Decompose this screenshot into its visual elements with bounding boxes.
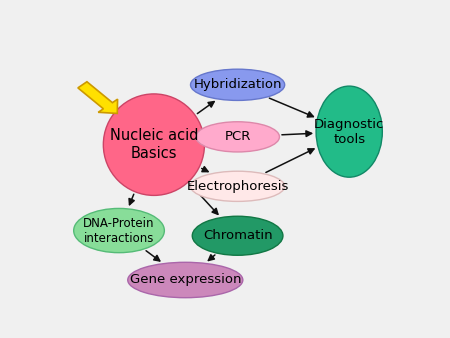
Ellipse shape — [196, 122, 279, 152]
Ellipse shape — [74, 209, 164, 253]
Text: DNA-Protein
interactions: DNA-Protein interactions — [83, 217, 155, 245]
Ellipse shape — [104, 94, 204, 195]
Text: Nucleic acid
Basics: Nucleic acid Basics — [110, 128, 198, 161]
Ellipse shape — [190, 69, 285, 100]
FancyArrow shape — [78, 82, 117, 114]
Ellipse shape — [128, 262, 243, 298]
Text: Hybridization: Hybridization — [194, 78, 282, 91]
Ellipse shape — [192, 216, 283, 255]
Text: Gene expression: Gene expression — [130, 273, 241, 287]
Text: Chromatin: Chromatin — [203, 229, 272, 242]
Text: Diagnostic
tools: Diagnostic tools — [314, 118, 384, 146]
Ellipse shape — [190, 171, 285, 201]
Ellipse shape — [316, 86, 382, 177]
Text: PCR: PCR — [225, 130, 251, 143]
Text: Electrophoresis: Electrophoresis — [186, 180, 289, 193]
